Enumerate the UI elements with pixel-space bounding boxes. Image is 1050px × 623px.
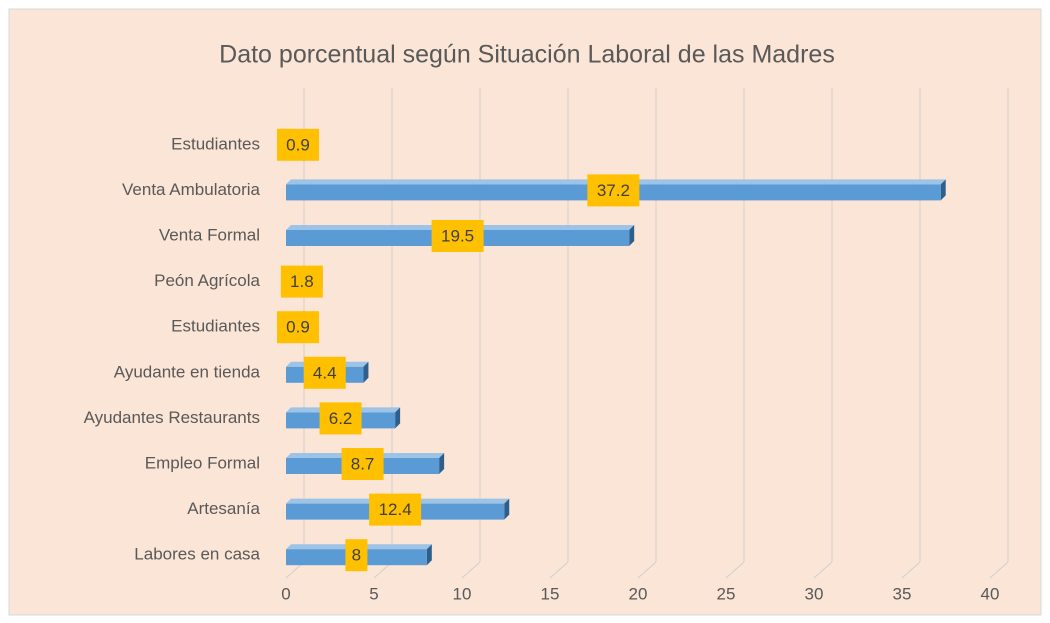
bar-side (426, 544, 432, 566)
y-tick-label: Venta Formal (159, 225, 260, 244)
value-label: 1.8 (290, 272, 314, 291)
value-label-box (587, 174, 640, 207)
x-tick-label: 30 (805, 584, 824, 603)
value-label: 0.9 (286, 135, 310, 154)
bar-side (629, 225, 635, 246)
value-label: 4.4 (313, 363, 337, 382)
value-label: 0.9 (286, 318, 310, 337)
chart-title: Dato porcentual según Situación Laboral … (219, 41, 835, 69)
x-tick-label: 25 (717, 584, 736, 603)
x-tick-label: 20 (629, 584, 648, 603)
bar-side (504, 498, 510, 520)
y-tick-label: Ayudante en tienda (114, 362, 261, 381)
bar-side (363, 361, 369, 383)
value-label-box (303, 356, 346, 389)
grid-line (989, 561, 1009, 579)
value-label: 19.5 (441, 226, 474, 245)
grid-line (901, 561, 921, 579)
value-label-box (345, 539, 368, 572)
bar-side (439, 453, 445, 474)
value-label-box (369, 493, 422, 526)
x-tick-label: 40 (981, 584, 1000, 603)
grid-line (461, 561, 481, 579)
x-tick-label: 35 (893, 584, 912, 603)
bar-side (395, 407, 401, 429)
value-label: 8 (352, 546, 361, 565)
value-label: 12.4 (379, 500, 412, 519)
value-label-box (319, 402, 362, 435)
y-tick-label: Empleo Formal (145, 453, 260, 472)
value-label-box (341, 448, 384, 480)
bar-side (940, 179, 946, 201)
value-label-box (277, 128, 319, 161)
x-tick-label: 0 (281, 584, 290, 603)
value-label: 37.2 (597, 181, 630, 200)
value-label: 8.7 (351, 454, 375, 473)
chart-background (8, 8, 1042, 616)
x-tick-label: 10 (453, 584, 472, 603)
y-tick-label: Labores en casa (134, 545, 260, 564)
y-tick-label: Ayudantes Restaurants (84, 408, 260, 427)
y-tick-label: Estudiantes (171, 134, 260, 153)
value-label-box (280, 265, 323, 298)
value-label: 6.2 (329, 409, 353, 428)
grid-line (725, 561, 745, 579)
x-tick-label: 15 (541, 584, 560, 603)
y-tick-label: Estudiantes (171, 317, 260, 336)
grid-line (549, 561, 569, 579)
grid-line (637, 561, 657, 579)
value-label-box (431, 220, 484, 252)
y-tick-label: Peón Agrícola (154, 271, 260, 290)
value-label-box (277, 311, 319, 344)
grid-line (813, 561, 833, 579)
x-tick-label: 5 (369, 584, 378, 603)
y-tick-label: Artesanía (187, 499, 260, 518)
y-tick-label: Venta Ambulatoria (122, 180, 261, 199)
